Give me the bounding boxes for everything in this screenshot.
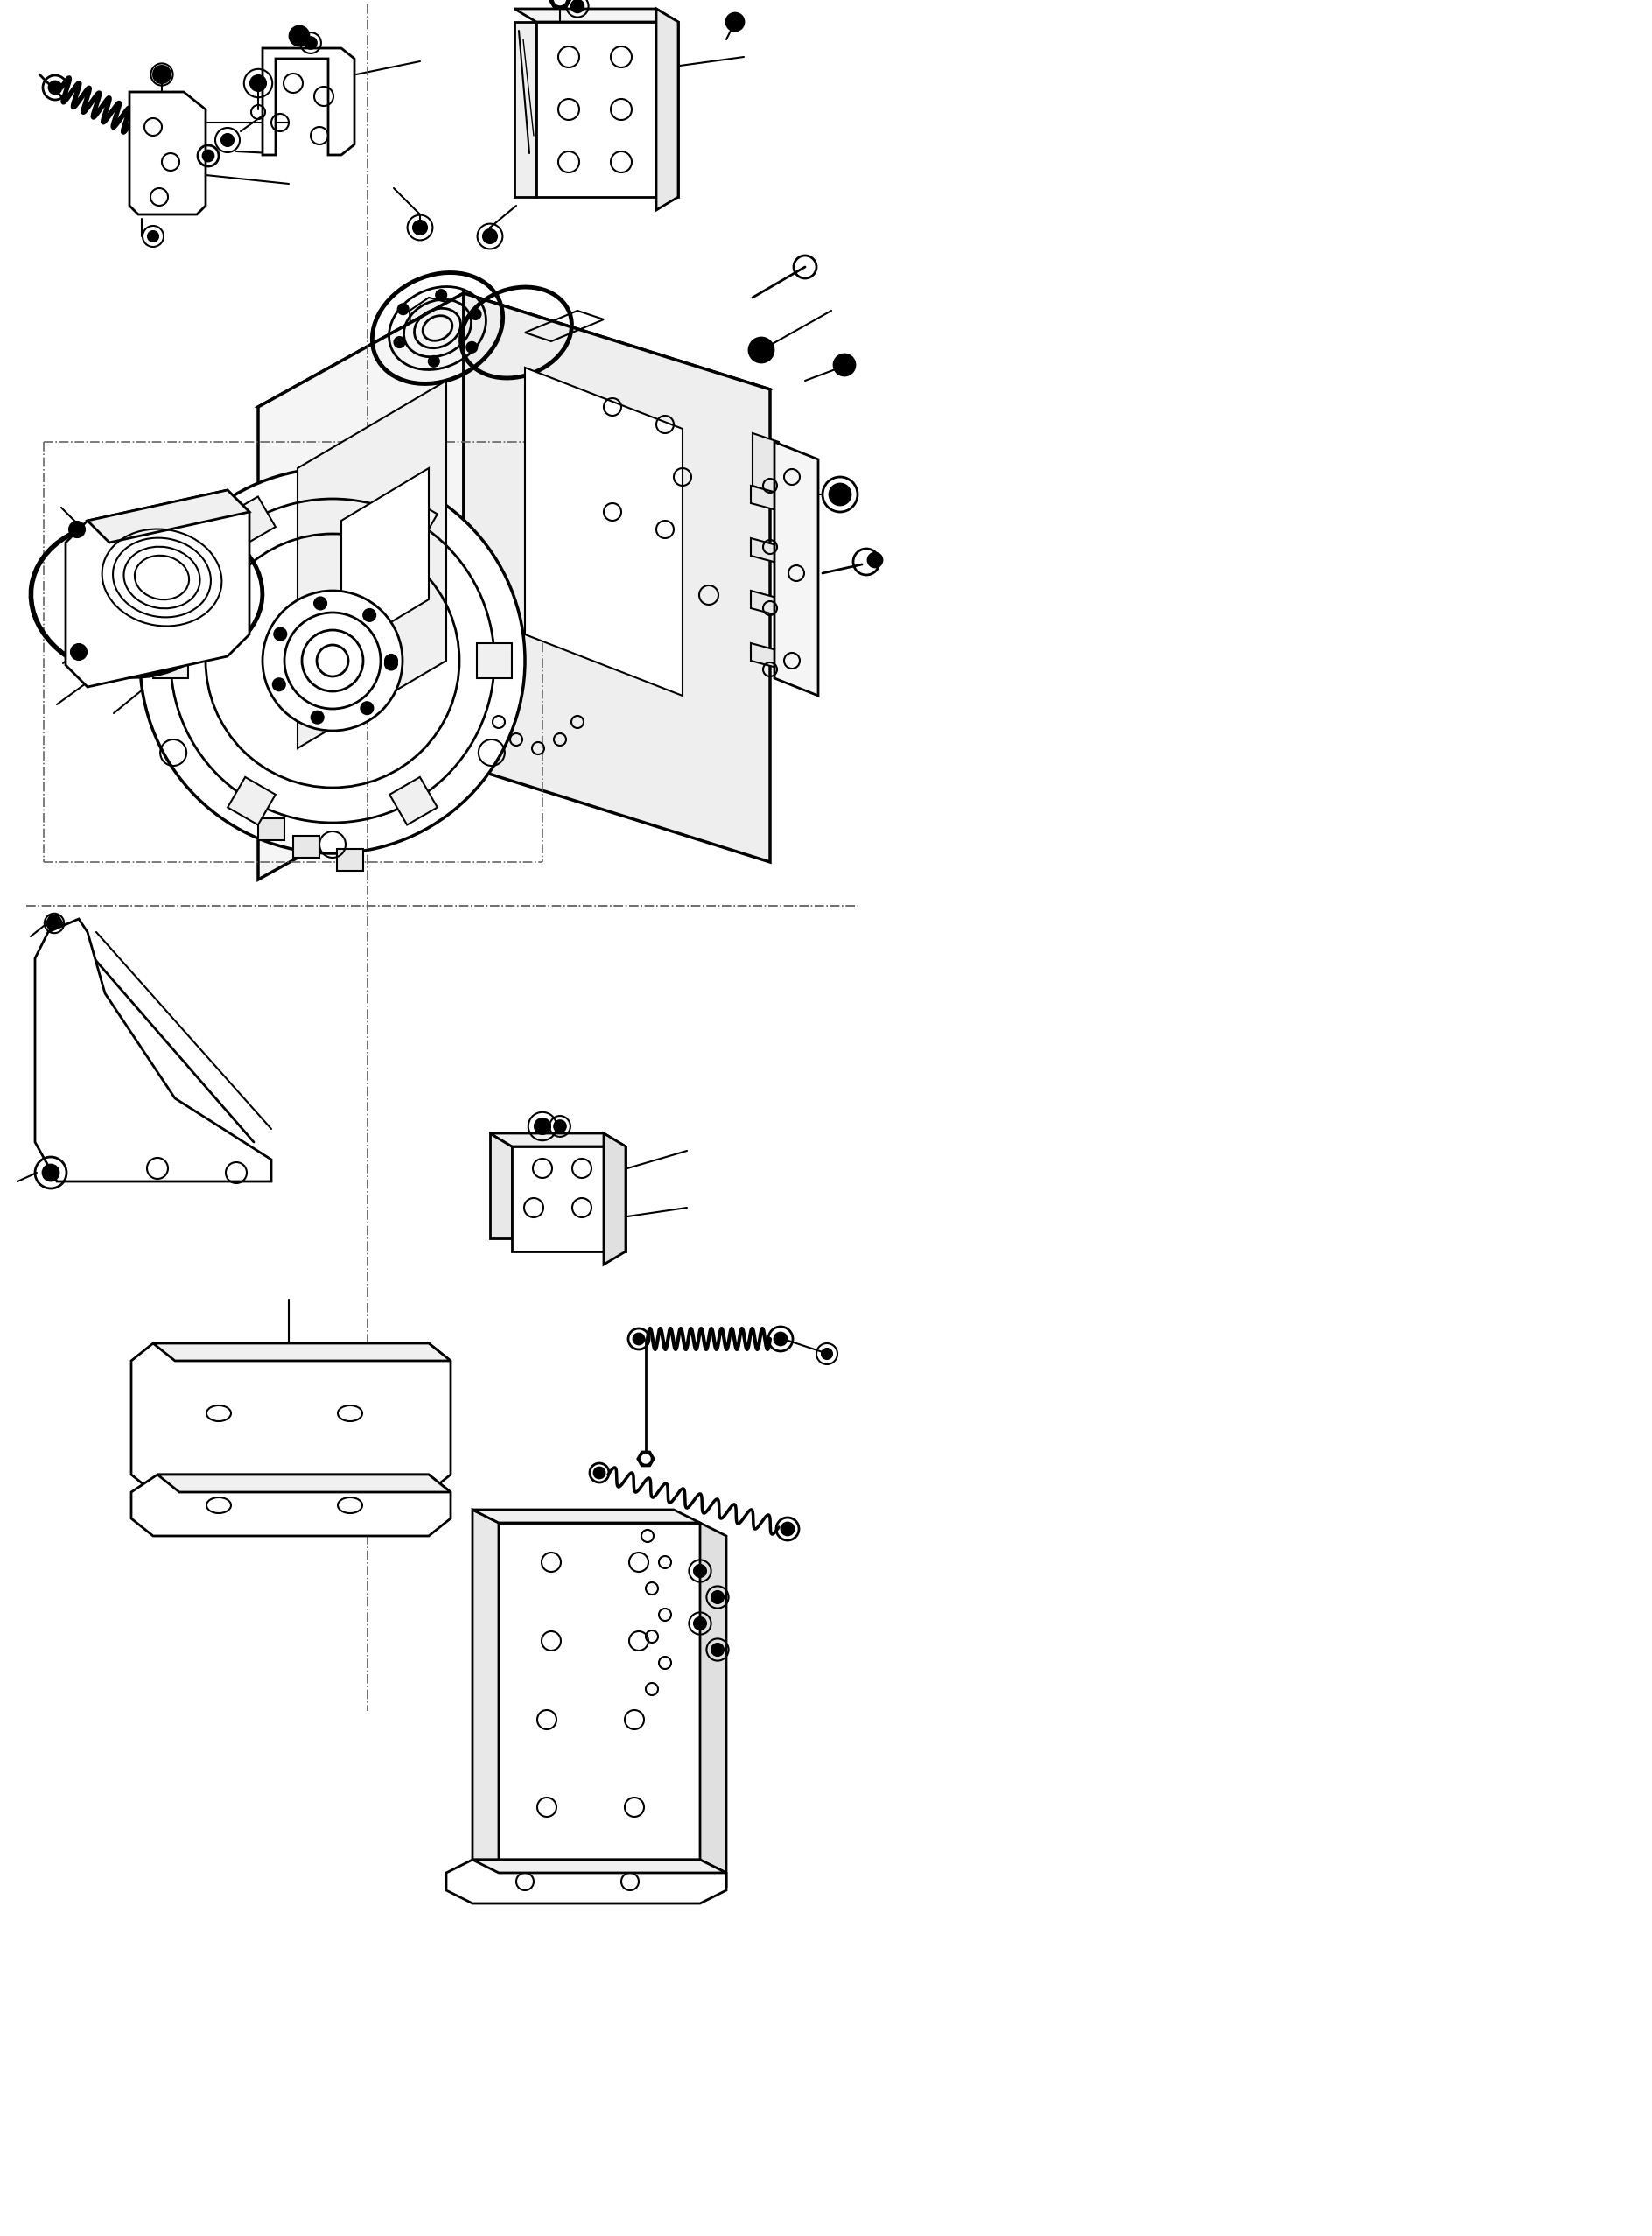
Polygon shape — [750, 485, 783, 512]
Circle shape — [48, 917, 59, 928]
Circle shape — [572, 0, 583, 13]
Polygon shape — [638, 1451, 654, 1467]
Circle shape — [781, 1523, 793, 1534]
Polygon shape — [491, 1134, 626, 1147]
Polygon shape — [390, 778, 438, 825]
Circle shape — [273, 678, 286, 691]
Polygon shape — [129, 92, 205, 215]
Circle shape — [314, 597, 327, 610]
Polygon shape — [154, 644, 188, 678]
Circle shape — [535, 1118, 550, 1134]
Polygon shape — [514, 9, 677, 22]
Circle shape — [482, 230, 497, 244]
Circle shape — [712, 1643, 724, 1657]
Circle shape — [155, 67, 169, 80]
Circle shape — [43, 1165, 58, 1181]
Polygon shape — [258, 818, 284, 841]
Polygon shape — [131, 1474, 451, 1536]
Circle shape — [413, 221, 426, 235]
Circle shape — [428, 356, 439, 367]
Polygon shape — [477, 644, 512, 678]
Polygon shape — [35, 919, 271, 1181]
Polygon shape — [157, 1474, 451, 1491]
Polygon shape — [472, 1509, 700, 1523]
Circle shape — [363, 608, 375, 622]
Circle shape — [140, 467, 525, 854]
Circle shape — [274, 628, 286, 639]
Circle shape — [775, 1333, 786, 1346]
Circle shape — [398, 304, 408, 315]
Polygon shape — [548, 0, 572, 9]
Circle shape — [595, 1467, 605, 1478]
Circle shape — [395, 338, 405, 347]
Circle shape — [221, 134, 233, 145]
Polygon shape — [446, 1860, 727, 1903]
Circle shape — [149, 230, 159, 241]
Circle shape — [71, 644, 86, 660]
Polygon shape — [263, 49, 355, 154]
Circle shape — [553, 1120, 567, 1131]
Polygon shape — [472, 1860, 727, 1874]
Polygon shape — [700, 1523, 727, 1885]
Polygon shape — [775, 443, 818, 695]
Circle shape — [712, 1592, 724, 1603]
Circle shape — [829, 483, 851, 505]
Circle shape — [694, 1565, 705, 1576]
Polygon shape — [228, 496, 276, 543]
Polygon shape — [514, 22, 537, 197]
Circle shape — [203, 150, 213, 161]
Polygon shape — [46, 917, 63, 930]
Polygon shape — [292, 836, 319, 859]
Polygon shape — [258, 293, 770, 503]
Circle shape — [436, 291, 446, 300]
Polygon shape — [750, 590, 783, 617]
Circle shape — [727, 13, 743, 31]
Circle shape — [641, 1453, 651, 1462]
Circle shape — [385, 655, 396, 666]
Polygon shape — [603, 1134, 626, 1266]
Polygon shape — [342, 467, 430, 653]
Circle shape — [249, 76, 266, 92]
Polygon shape — [154, 1344, 451, 1362]
Circle shape — [471, 309, 481, 320]
Polygon shape — [750, 539, 783, 563]
Circle shape — [304, 38, 317, 49]
Circle shape — [821, 1348, 833, 1359]
Circle shape — [69, 521, 84, 537]
Polygon shape — [491, 1134, 512, 1239]
Circle shape — [50, 80, 61, 94]
Circle shape — [466, 342, 477, 353]
Circle shape — [311, 711, 324, 724]
Polygon shape — [472, 1509, 499, 1874]
Circle shape — [50, 919, 58, 928]
Circle shape — [154, 65, 170, 83]
Circle shape — [694, 1617, 705, 1630]
Circle shape — [360, 702, 373, 713]
Circle shape — [633, 1333, 644, 1344]
Polygon shape — [258, 293, 464, 879]
Polygon shape — [499, 1523, 700, 1874]
Circle shape — [263, 590, 403, 731]
Polygon shape — [753, 434, 778, 494]
Circle shape — [867, 552, 882, 568]
Polygon shape — [228, 778, 276, 825]
Polygon shape — [464, 293, 770, 863]
Circle shape — [555, 0, 565, 4]
Polygon shape — [88, 490, 249, 543]
Polygon shape — [750, 644, 783, 669]
Circle shape — [289, 27, 309, 45]
Polygon shape — [656, 9, 677, 210]
Polygon shape — [66, 490, 249, 686]
Polygon shape — [131, 1344, 451, 1491]
Polygon shape — [297, 380, 446, 749]
Circle shape — [385, 657, 396, 671]
Circle shape — [834, 356, 854, 376]
Polygon shape — [410, 297, 464, 347]
Polygon shape — [525, 367, 682, 695]
Circle shape — [748, 338, 773, 362]
Polygon shape — [337, 850, 363, 870]
Polygon shape — [537, 22, 677, 197]
Polygon shape — [512, 1147, 626, 1252]
Polygon shape — [390, 496, 438, 543]
